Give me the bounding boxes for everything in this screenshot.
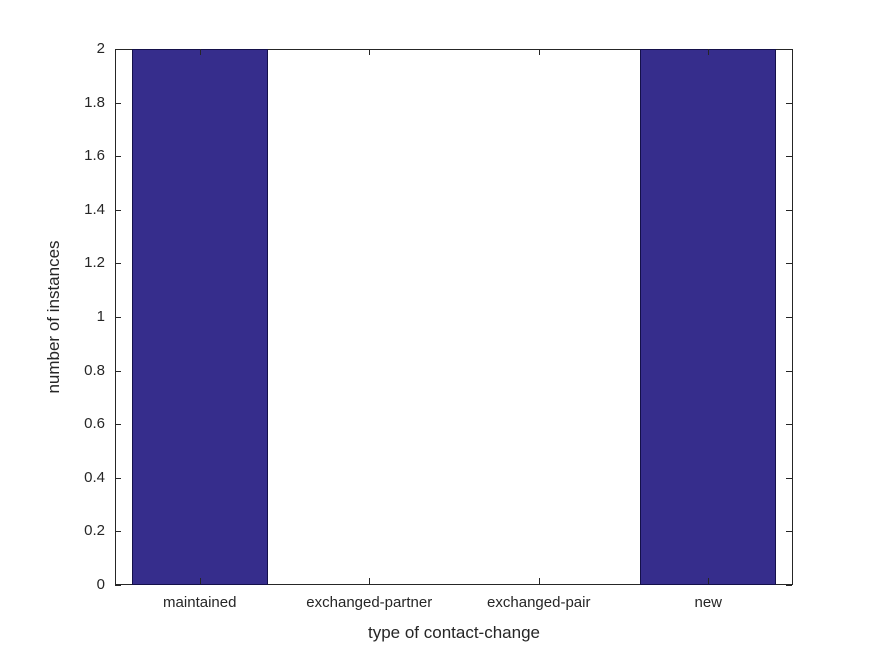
- y-tick-mark-left: [115, 531, 121, 533]
- y-tick-mark-right: [786, 263, 792, 265]
- y-tick-mark-right: [786, 156, 792, 158]
- y-tick-mark-left: [115, 370, 121, 372]
- x-tick-mark-top: [199, 49, 201, 55]
- bar-maintained: [131, 49, 268, 585]
- y-tick-label: 0: [96, 576, 105, 593]
- x-tick-mark-bottom: [369, 578, 371, 584]
- y-tick-label: 0.2: [84, 522, 105, 540]
- y-tick-label: 1.2: [84, 254, 105, 272]
- y-tick-mark-right: [786, 424, 792, 426]
- x-tick-label: new: [694, 594, 723, 611]
- y-tick-label: 2: [96, 40, 105, 57]
- x-tick-mark-bottom: [199, 578, 201, 584]
- y-tick-mark-right: [786, 585, 792, 586]
- x-tick-mark-top: [708, 49, 710, 55]
- y-tick-label: 0.4: [84, 468, 105, 486]
- y-tick-mark-left: [115, 49, 121, 50]
- y-tick-label: 1: [96, 308, 105, 325]
- y-tick-mark-left: [115, 585, 121, 586]
- x-tick-mark-top: [538, 49, 540, 55]
- y-tick-mark-right: [786, 531, 792, 533]
- x-tick-label: exchanged-pair: [487, 594, 591, 611]
- x-tick-mark-bottom: [708, 578, 710, 584]
- x-tick-mark-bottom: [538, 578, 540, 584]
- y-tick-label: 1.8: [84, 93, 105, 111]
- y-tick-mark-right: [786, 370, 792, 372]
- y-tick-mark-right: [786, 102, 792, 104]
- y-tick-label: 1.4: [84, 200, 105, 218]
- y-tick-mark-right: [786, 477, 792, 479]
- y-tick-mark-left: [115, 317, 121, 318]
- y-tick-mark-left: [115, 102, 121, 104]
- x-tick-label: maintained: [163, 594, 237, 611]
- y-tick-mark-left: [115, 477, 121, 479]
- y-tick-mark-right: [786, 317, 792, 318]
- bar-new: [640, 49, 777, 585]
- x-tick-mark-top: [369, 49, 371, 55]
- y-tick-mark-right: [786, 209, 792, 211]
- y-tick-mark-right: [786, 49, 792, 50]
- y-axis-label: number of instances: [44, 240, 63, 394]
- y-tick-label: 0.8: [84, 361, 105, 379]
- y-tick-label: 0.6: [84, 415, 105, 433]
- y-tick-mark-left: [115, 263, 121, 265]
- y-tick-mark-left: [115, 424, 121, 426]
- x-axis-label: type of contact-change: [367, 623, 540, 642]
- y-tick-label: 1.6: [84, 147, 105, 165]
- x-tick-label: exchanged-partner: [306, 594, 433, 611]
- y-tick-mark-left: [115, 209, 121, 211]
- y-tick-mark-left: [115, 156, 121, 158]
